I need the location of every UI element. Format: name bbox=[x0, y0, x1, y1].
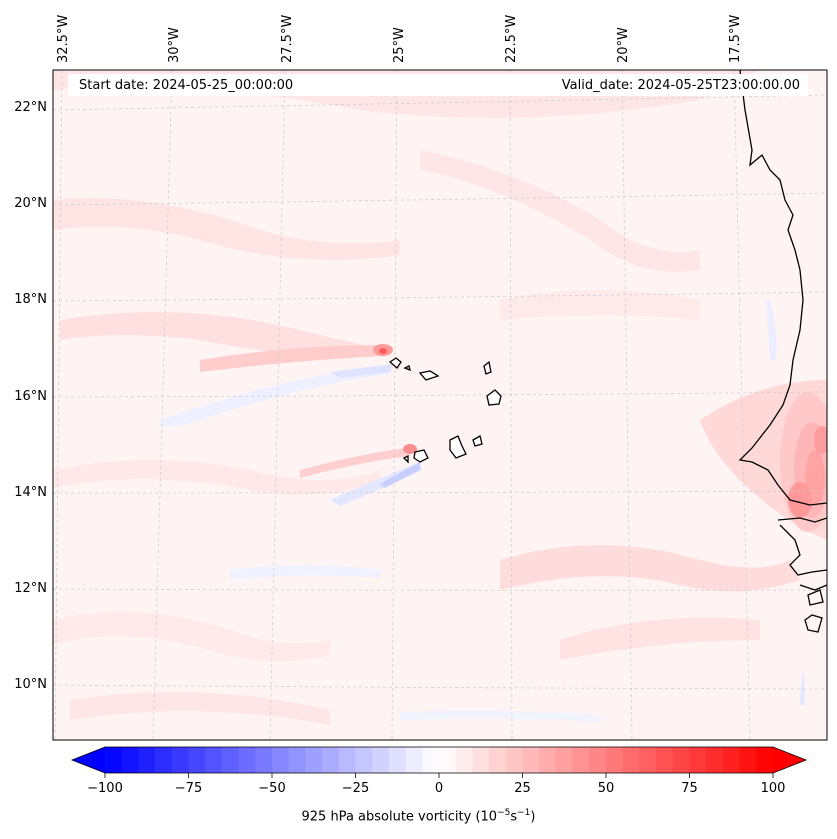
colorbar-cell bbox=[472, 747, 490, 773]
colorbar-tick-label: −100 bbox=[87, 781, 123, 796]
colorbar-cell bbox=[455, 747, 473, 773]
colorbar-cell bbox=[639, 747, 657, 773]
colorbar-tick-label: 25 bbox=[514, 781, 531, 796]
colorbar-cell bbox=[722, 747, 741, 773]
lat-label: 12°N bbox=[14, 581, 47, 596]
lat-label: 20°N bbox=[14, 196, 47, 211]
colorbar-cell bbox=[656, 747, 674, 773]
lat-label: 10°N bbox=[14, 677, 47, 692]
valid-date-label: Valid_date: 2024-05-25T23:00:00.00 bbox=[561, 78, 800, 93]
graticule bbox=[53, 70, 827, 740]
colorbar-cell bbox=[388, 747, 407, 773]
colorbar-cell bbox=[555, 747, 574, 773]
colorbar-cell bbox=[706, 747, 724, 773]
colorbar-cell bbox=[171, 747, 190, 773]
longitude-labels: 32.5°W 30°W 27.5°W 25°W 22.5°W 20°W 17.5… bbox=[56, 15, 743, 63]
colorbar-cell bbox=[355, 747, 373, 773]
start-date-label: Start date: 2024-05-25_00:00:00 bbox=[79, 78, 294, 93]
colorbar bbox=[70, 746, 808, 778]
map-field bbox=[53, 70, 827, 740]
colorbar-cell bbox=[622, 747, 640, 773]
colorbar-cell bbox=[422, 747, 440, 773]
colorbar-cell bbox=[589, 747, 607, 773]
lon-label: 17.5°W bbox=[728, 15, 743, 63]
lon-label: 27.5°W bbox=[280, 15, 295, 63]
colorbar-cell bbox=[539, 747, 557, 773]
map-frame bbox=[52, 69, 828, 741]
colorbar-tick-label: −25 bbox=[341, 781, 370, 796]
lat-label: 14°N bbox=[14, 485, 47, 500]
lat-label: 18°N bbox=[14, 292, 47, 307]
colorbar-cell bbox=[121, 747, 139, 773]
colorbar-cell bbox=[439, 747, 457, 773]
colorbar-cell bbox=[606, 747, 624, 773]
colorbar-cell bbox=[672, 747, 691, 773]
colorbar-cell bbox=[288, 747, 306, 773]
colorbar-cell bbox=[756, 747, 774, 773]
colorbar-cell bbox=[188, 747, 206, 773]
colorbar-tick-label: −75 bbox=[174, 781, 203, 796]
colorbar-cell bbox=[505, 747, 524, 773]
colorbar-cell bbox=[255, 747, 273, 773]
colorbar-cell bbox=[522, 747, 540, 773]
colorbar-cell bbox=[405, 747, 423, 773]
cape-verde-islands bbox=[388, 357, 502, 464]
colorbar-label: 925 hPa absolute vorticity (10−5s−1) bbox=[301, 808, 536, 825]
colorbar-cell bbox=[322, 747, 340, 773]
colorbar-cell bbox=[739, 747, 757, 773]
colorbar-cell bbox=[305, 747, 323, 773]
colorbar-cell bbox=[572, 747, 590, 773]
latitude-labels: 22°N 20°N 18°N 16°N 14°N 12°N 10°N bbox=[14, 100, 47, 692]
colorbar-cell bbox=[105, 747, 123, 773]
colorbar-cell bbox=[689, 747, 707, 773]
colorbar-tick-label: 75 bbox=[681, 781, 698, 796]
colorbar-extend-high bbox=[773, 747, 806, 773]
lon-label: 22.5°W bbox=[504, 15, 519, 63]
colorbar-cell bbox=[221, 747, 240, 773]
colorbar-cell bbox=[238, 747, 256, 773]
colorbar-cell bbox=[489, 747, 507, 773]
colorbar-tick-label: 50 bbox=[597, 781, 615, 796]
lat-label: 16°N bbox=[14, 389, 47, 404]
colorbar-cell bbox=[138, 747, 156, 773]
colorbar-cell bbox=[155, 747, 173, 773]
colorbar-cell bbox=[272, 747, 290, 773]
lon-label: 30°W bbox=[167, 27, 182, 63]
coastline-africa bbox=[738, 70, 827, 633]
header-box bbox=[68, 74, 808, 96]
colorbar-cell bbox=[338, 747, 357, 773]
lat-label: 22°N bbox=[14, 100, 47, 115]
colorbar-cell bbox=[205, 747, 223, 773]
colorbar-extend-low bbox=[72, 747, 105, 773]
colorbar-tick-label: −50 bbox=[258, 781, 286, 796]
lon-label: 20°W bbox=[616, 27, 631, 63]
lon-label: 25°W bbox=[392, 27, 407, 63]
colorbar-tick-label: 100 bbox=[760, 781, 786, 796]
colorbar-tick-label: 0 bbox=[434, 781, 444, 796]
colorbar-cell bbox=[372, 747, 390, 773]
lon-label: 32.5°W bbox=[56, 15, 71, 63]
